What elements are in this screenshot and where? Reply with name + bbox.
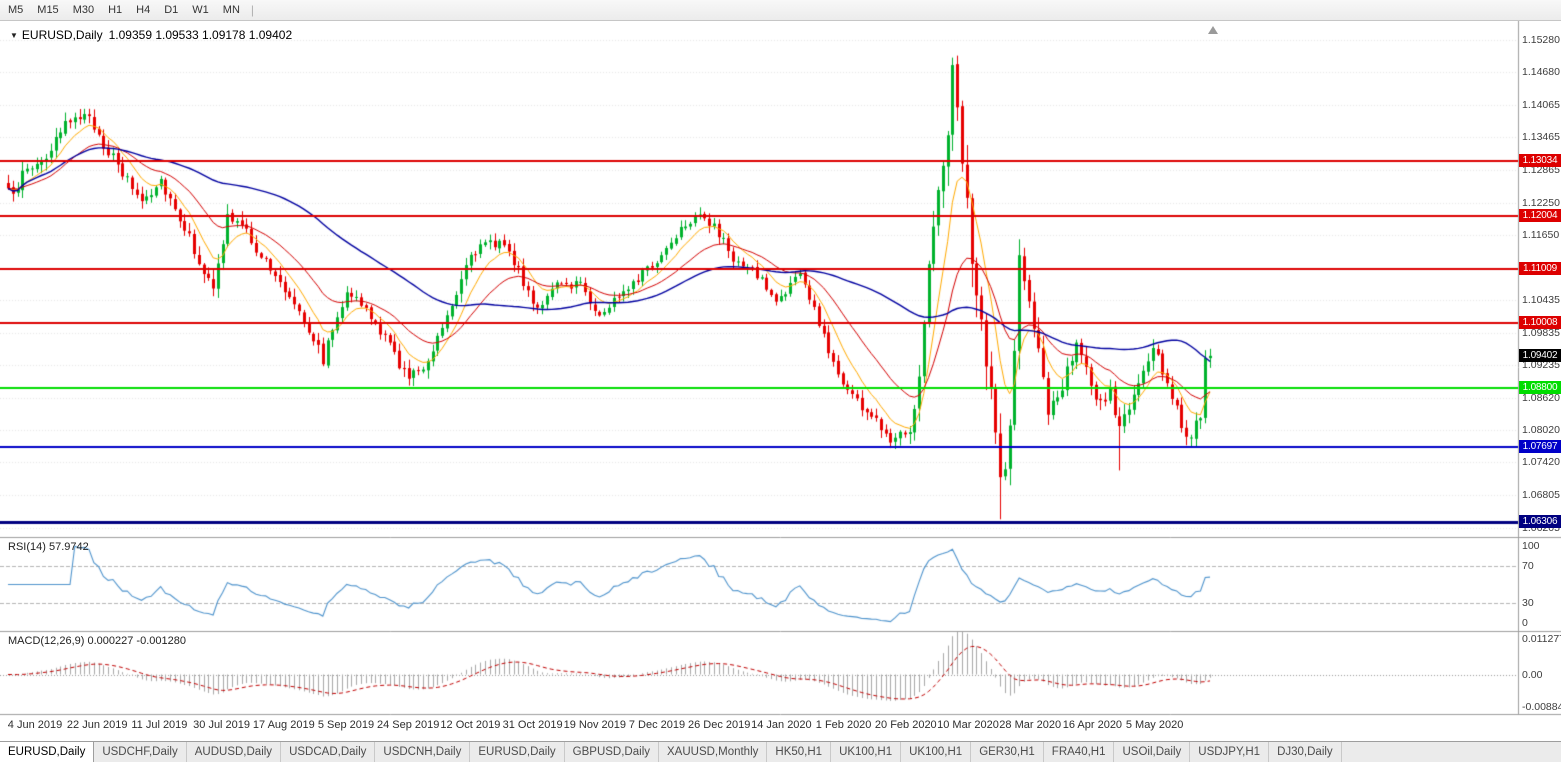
chart-tab-audusd-daily[interactable]: AUDUSD,Daily (187, 742, 282, 762)
chart-tab-usdchf-daily[interactable]: USDCHF,Daily (94, 742, 187, 762)
date-axis-label: 24 Sep 2019 (376, 719, 440, 731)
date-axis-label: 7 Dec 2019 (628, 719, 686, 731)
chart-tab-usdjpy-h1[interactable]: USDJPY,H1 (1190, 742, 1270, 762)
chart-shift-marker-icon[interactable] (1208, 26, 1218, 34)
price-axis-label: 1.15280 (1522, 33, 1560, 46)
chart-tab-xauusd-monthly[interactable]: XAUUSD,Monthly (659, 742, 768, 762)
price-axis-label: 1.14065 (1522, 99, 1560, 112)
date-axis-label: 28 Mar 2020 (999, 719, 1062, 731)
rsi-axis-label: 70 (1522, 560, 1534, 573)
chart-title: ▼ EURUSD,Daily 1.09359 1.09533 1.09178 1.0… (10, 28, 292, 42)
chart-symbol-label: EURUSD,Daily (21, 28, 103, 42)
current-price-badge: 1.09402 (1519, 348, 1561, 362)
chart-tab-eurusd-daily[interactable]: EURUSD,Daily (470, 742, 565, 762)
timeframe-toolbar: M5 M15 M30 H1 H4 D1 W1 MN | (0, 0, 1561, 21)
date-axis-label: 26 Dec 2019 (687, 719, 751, 731)
chart-tab-usdcnh-daily[interactable]: USDCNH,Daily (375, 742, 471, 762)
price-axis-label: 1.07420 (1522, 456, 1560, 469)
price-axis-label: 1.10435 (1522, 294, 1560, 307)
date-axis-label: 20 Feb 2020 (874, 719, 937, 731)
chart-tab-uk100-h1[interactable]: UK100,H1 (901, 742, 972, 762)
timeframe-button-m15[interactable]: M15 (37, 4, 59, 16)
chart-tab-hk50-h1[interactable]: HK50,H1 (767, 742, 832, 762)
price-axis-label: 1.13465 (1522, 131, 1560, 144)
chart-tab-dj30-daily[interactable]: DJ30,Daily (1269, 742, 1342, 762)
chart-tab-ger30-h1[interactable]: GER30,H1 (971, 742, 1044, 762)
chart-area: ▼ EURUSD,Daily 1.09359 1.09533 1.09178 1.0… (0, 21, 1561, 741)
price-axis-label: 1.08620 (1522, 391, 1560, 404)
timeframe-button-mn[interactable]: MN (222, 4, 240, 16)
symbol-dropdown-icon: ▼ (10, 31, 18, 40)
date-axis-label: 5 Sep 2019 (317, 719, 375, 731)
chart-tab-uk100-h1[interactable]: UK100,H1 (831, 742, 902, 762)
hline-price-badge: 1.06306 (1519, 515, 1561, 529)
chart-tab-eurusd-daily[interactable]: EURUSD,Daily (0, 742, 95, 762)
date-axis-label: 14 Jan 2020 (751, 719, 812, 731)
timeframe-button-h1[interactable]: H1 (108, 4, 123, 16)
date-axis-label: 1 Feb 2020 (815, 719, 872, 731)
date-axis-label: 10 Mar 2020 (937, 719, 999, 731)
price-axis-label: 1.09835 (1522, 326, 1560, 339)
price-axis-label: 1.08020 (1522, 424, 1560, 437)
hline-price-badge: 1.13034 (1519, 153, 1561, 167)
date-axis-label: 22 Jun 2019 (66, 719, 128, 731)
hline-price-badge: 1.10008 (1519, 316, 1561, 330)
rsi-indicator-label: RSI(14) 57.9742 (8, 541, 89, 553)
date-axis-label: 4 Jun 2019 (7, 719, 63, 731)
price-axis-label: 1.12865 (1522, 163, 1560, 176)
hline-price-badge: 1.08800 (1519, 381, 1561, 395)
chart-tab-gbpusd-daily[interactable]: GBPUSD,Daily (565, 742, 659, 762)
price-axis-label: 1.06805 (1522, 489, 1560, 502)
date-axis-label: 11 Jul 2019 (131, 719, 188, 731)
date-axis-label: 17 Aug 2019 (252, 719, 315, 731)
timeframe-button-m30[interactable]: M30 (72, 4, 95, 16)
macd-axis-label: -0.00884 (1522, 700, 1561, 713)
timeframe-button-w1[interactable]: W1 (192, 4, 209, 16)
chart-tab-bar: EURUSD,Daily USDCHF,Daily AUDUSD,Daily USDC… (0, 741, 1561, 762)
rsi-axis-label: 30 (1522, 596, 1534, 609)
chart-tab-usoil-daily[interactable]: USOil,Daily (1114, 742, 1191, 762)
rsi-axis-label: 0 (1522, 617, 1528, 629)
hline-price-badge: 1.12004 (1519, 208, 1561, 222)
toolbar-separator-icon: | (250, 3, 255, 17)
price-axis-label: 1.14680 (1522, 66, 1560, 79)
date-axis-label: 12 Oct 2019 (440, 719, 501, 731)
timeframe-button-d1[interactable]: D1 (164, 4, 179, 16)
chart-tab-fra40-h1[interactable]: FRA40,H1 (1044, 742, 1115, 762)
date-axis-label: 5 May 2020 (1125, 719, 1184, 731)
hline-price-badge: 1.07697 (1519, 440, 1561, 454)
timeframe-button-m5[interactable]: M5 (8, 4, 24, 16)
price-axis-label: 1.11650 (1522, 229, 1560, 241)
macd-axis-label: 0.00 (1522, 668, 1543, 681)
price-axis-label: 1.12250 (1522, 196, 1560, 209)
date-axis-label: 30 Jul 2019 (193, 719, 251, 731)
date-axis-label: 19 Nov 2019 (563, 719, 626, 731)
macd-indicator-label: MACD(12,26,9) 0.000227 -0.001280 (8, 635, 186, 647)
chart-tab-usdcad-daily[interactable]: USDCAD,Daily (281, 742, 376, 762)
timeframe-button-h4[interactable]: H4 (136, 4, 151, 16)
price-chart-canvas[interactable] (0, 21, 1561, 741)
rsi-axis-label: 100 (1522, 540, 1540, 552)
hline-price-badge: 1.11009 (1519, 262, 1561, 276)
chart-ohlc-values: 1.09359 1.09533 1.09178 1.09402 (108, 28, 293, 42)
date-axis-label: 31 Oct 2019 (502, 719, 563, 731)
date-axis-label: 16 Apr 2020 (1062, 719, 1123, 731)
macd-axis-label: 0.011277 (1522, 633, 1561, 645)
